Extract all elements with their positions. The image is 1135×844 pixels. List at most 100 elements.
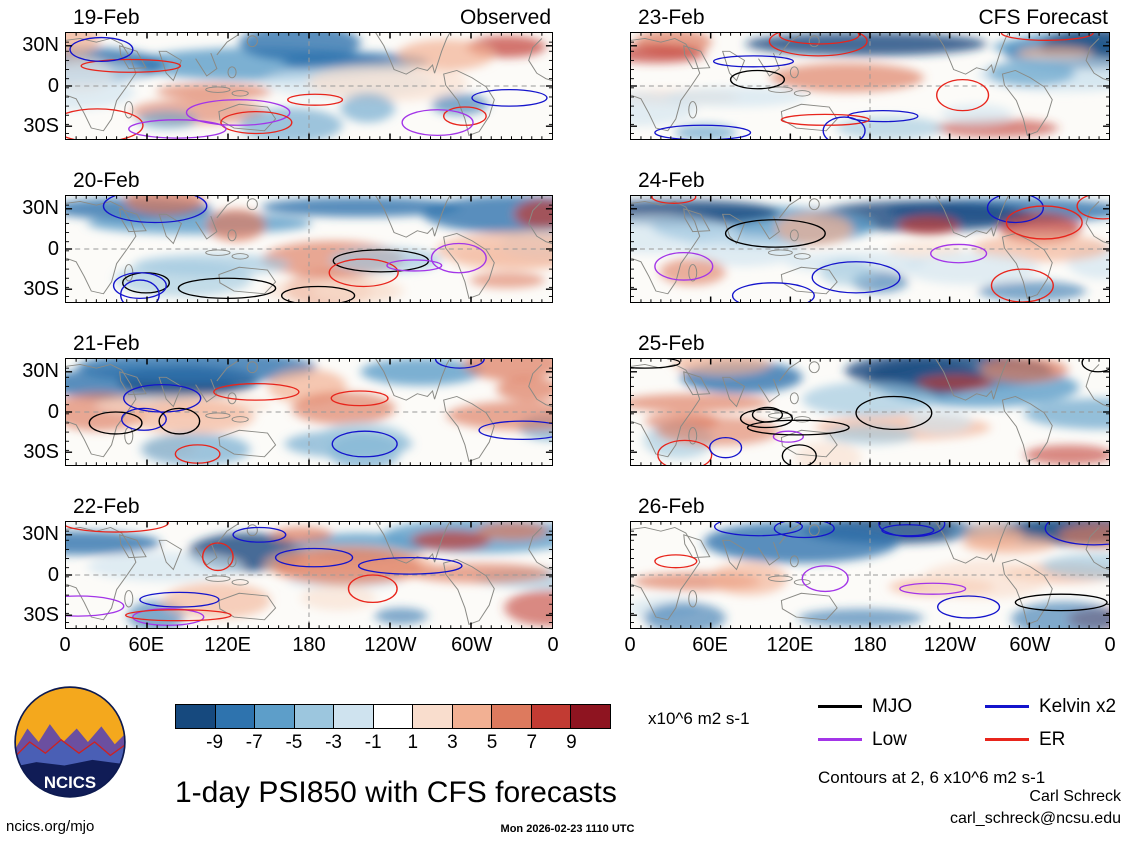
panel-header: 21-Feb [65,330,553,356]
panel-date: 21-Feb [73,332,140,355]
credit-email[interactable]: carl_schreck@ncsu.edu [950,810,1121,827]
colorbar-segment [531,705,572,728]
y-tick-label: 30S [23,441,59,463]
panel-header: 22-Feb [65,493,553,519]
x-tick-label: 60W [451,634,493,656]
colorbar-segment [334,705,374,728]
legend-item-er: ER [985,723,1116,756]
map-wrap [630,195,1110,303]
y-tick-label: 30S [23,115,59,137]
y-tick-label: 30S [23,278,59,300]
legend-label: ER [1039,728,1066,750]
contour-legend: MJO Low Kelvin x2 ER [818,690,1116,756]
panel-header: 26-Feb [630,493,1110,519]
colorbar-tick-label: 1 [407,732,419,753]
anomaly-map [630,521,1110,629]
legend-item-low: Low [818,723,985,756]
legend-line-sample [985,705,1029,708]
x-tick-label: 120W [923,634,977,656]
map-column-forecast: 23-Feb CFS Forecast 24-Feb 25-Feb 26-Feb [624,0,1115,685]
panel-date: 22-Feb [73,495,140,518]
panel-date: 24-Feb [638,169,705,192]
footer-timestamp: Mon 2026-02-23 1110 UTC [500,823,635,835]
y-tick-label: 0 [47,238,59,260]
colorbar [175,704,611,729]
y-tick-label: 30S [23,604,59,626]
panel-date: 26-Feb [638,495,705,518]
map-panel-24-Feb: 24-Feb [630,167,1110,303]
x-tick-label: 120W [364,634,417,656]
colorbar-tick-label: -5 [285,732,303,753]
x-tick-label: 0 [59,634,71,656]
map-panel-26-Feb: 26-Feb 0 60E 120E 180 120W 60W 0 [624,493,1115,658]
map-panel-22-Feb: 22-Feb 30N 0 30S 0 60E 120E 180 120W 60W 0 [22,493,558,658]
y-tick-label: 30N [22,523,59,545]
map-wrap [630,32,1110,140]
colorbar-segment [294,705,335,728]
colorbar-tick-labels: -9 -7 -5 -3 -1 1 3 5 7 9 [175,732,611,754]
x-tick-label: 0 [624,634,636,656]
colorbar-segment [571,705,611,728]
map-wrap: 30N 0 30S [22,521,553,629]
colorbar-segment [452,705,493,728]
x-tick-label: 0 [547,634,559,656]
panel-header: 23-Feb CFS Forecast [630,4,1110,30]
legend-item-kelvin-x2: Kelvin x2 [985,690,1116,723]
legend-item-mjo: MJO [818,690,985,723]
x-tick-label: 60W [1009,634,1051,656]
x-tick-label: 60E [692,634,728,656]
anomaly-map [630,195,1110,303]
panel-date: 19-Feb [73,6,140,29]
panel-header: 25-Feb [630,330,1110,356]
colorbar-tick-label: -3 [325,732,342,753]
figure-title: 1-day PSI850 with CFS forecasts [175,776,617,809]
panel-header: 20-Feb [65,167,553,193]
panel-date: 25-Feb [638,332,705,355]
x-axis-labels: 0 60E 120E 180 120W 60W 0 [59,632,558,658]
map-wrap: 30N 0 30S [22,358,553,466]
anomaly-map [65,521,553,629]
x-tick-label: 120E [204,634,251,656]
colorbar-tick-label: 5 [486,732,498,753]
map-wrap [630,521,1110,629]
y-tick-label: 30N [22,34,59,56]
anomaly-map [65,32,553,140]
map-panel-23-Feb: 23-Feb CFS Forecast [630,4,1110,140]
column-title: Observed [459,6,551,29]
x-axis-labels: 0 60E 120E 180 120W 60W 0 [624,632,1115,658]
colorbar-unit: x10^6 m2 s-1 [648,709,750,728]
legend-line-sample [818,705,862,708]
panel-header: 24-Feb [630,167,1110,193]
y-tick-label: 30N [22,360,59,382]
map-wrap: 30N 0 30S [22,195,553,303]
y-tick-label: 30N [22,197,59,219]
panel-date: 20-Feb [73,169,140,192]
legend-label: Low [872,728,907,750]
footer-link[interactable]: ncics.org/mjo [6,818,95,835]
colorbar-segment [413,705,453,728]
ncics-logo: NCICS [14,686,126,798]
credit-name: Carl Schreck [1029,788,1121,805]
anomaly-map [630,358,1110,466]
panel-date: 23-Feb [638,6,705,29]
legend-line-sample [985,738,1029,741]
map-panel-20-Feb: 20-Feb 30N 0 30S [22,167,553,303]
logo-text: NCICS [44,773,96,792]
anomaly-map [65,195,553,303]
colorbar-tick-label: -7 [245,732,263,753]
colorbar-tick-label: 3 [447,732,458,753]
anomaly-map [65,358,553,466]
x-tick-label: 180 [292,634,326,656]
map-panel-25-Feb: 25-Feb [630,330,1110,466]
y-tick-label: 0 [47,75,59,97]
colorbar-segment [255,705,295,728]
x-tick-label: 0 [1104,634,1116,656]
legend-label: MJO [872,695,913,717]
anomaly-map [630,32,1110,140]
colorbar-segment [373,705,414,728]
x-tick-label: 180 [853,634,887,656]
x-tick-label: 60E [128,634,165,656]
x-tick-label: 120E [766,634,814,656]
